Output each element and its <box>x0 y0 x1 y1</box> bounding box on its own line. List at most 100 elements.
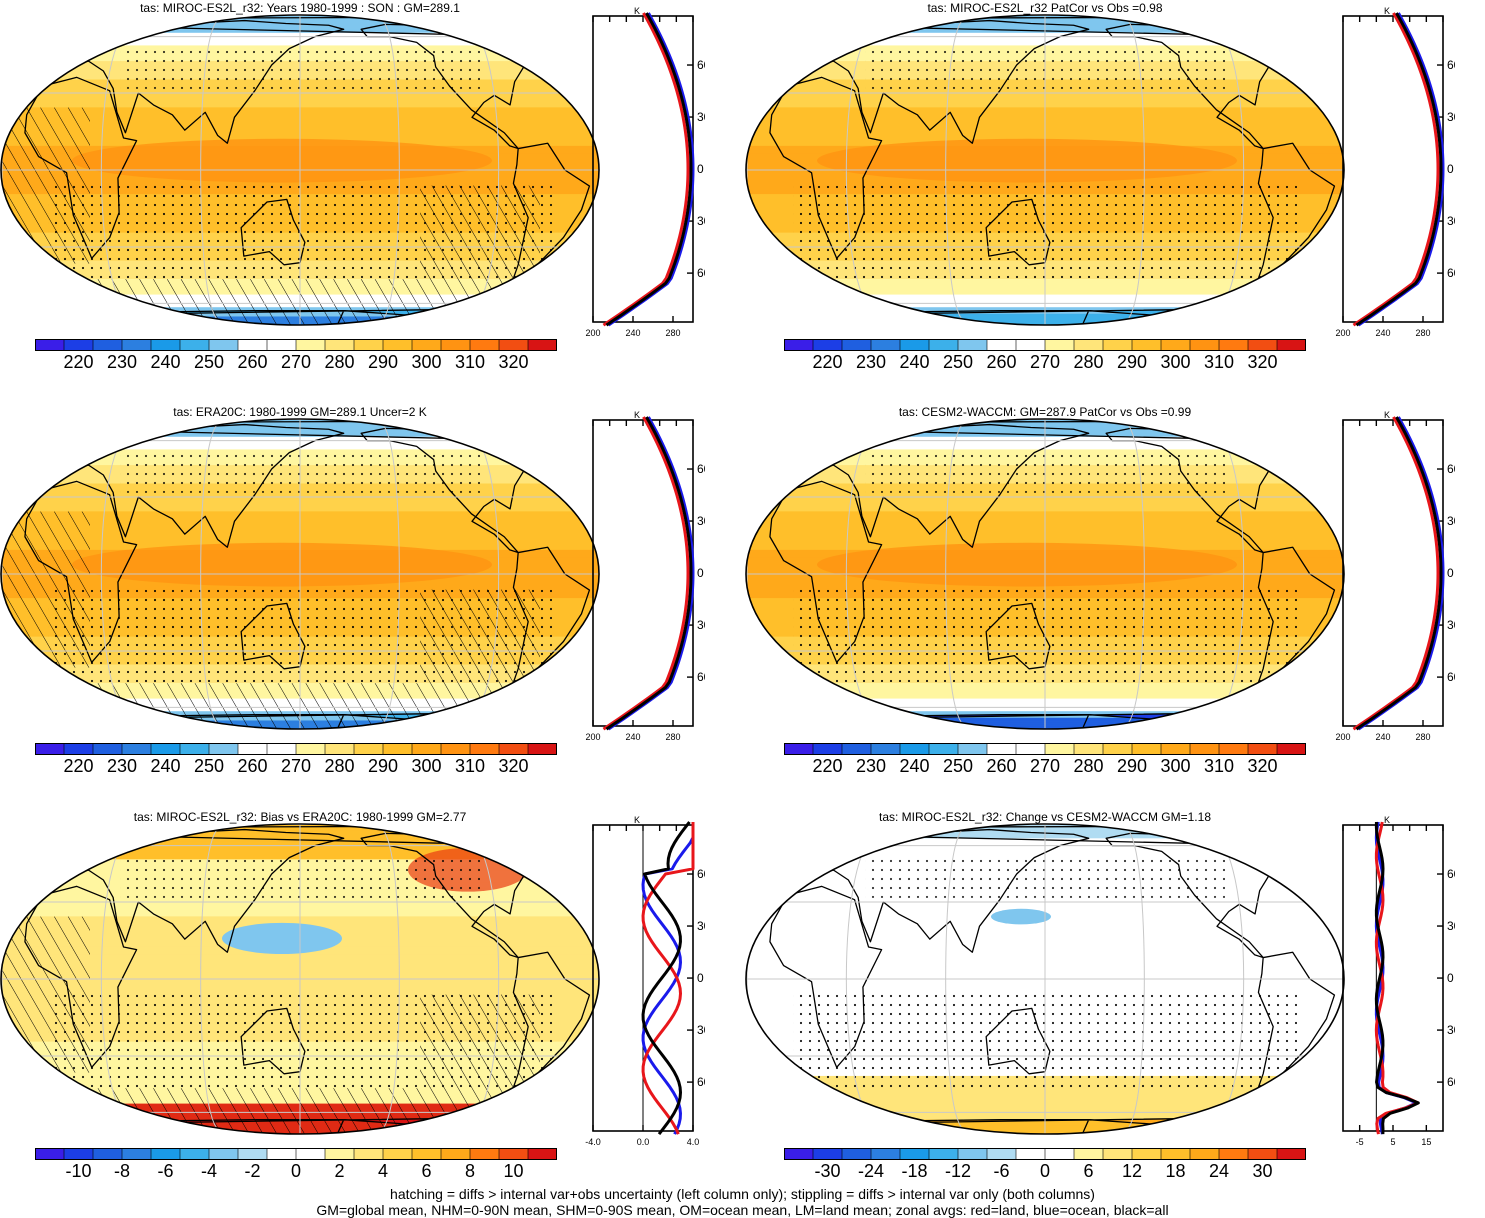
colorbar-tick-label: 6 <box>421 1161 432 1181</box>
colorbar-swatch <box>784 339 814 351</box>
colorbar-swatch <box>870 743 901 755</box>
colorbar-tick-label: 260 <box>986 352 1017 372</box>
colorbar-swatch <box>498 1148 529 1160</box>
zonal-xtick-label: 15 <box>1421 1137 1431 1147</box>
colorbar-tick-label: 240 <box>899 756 930 776</box>
colorbar-swatch <box>1189 743 1220 755</box>
colorbar-outline <box>35 1148 557 1160</box>
colorbar-tick-label: 310 <box>454 352 486 372</box>
colorbar <box>784 743 1306 755</box>
colorbar-swatch <box>1247 1148 1278 1160</box>
colorbar-swatch <box>237 743 268 755</box>
colorbar-tick-label: 310 <box>1203 756 1235 776</box>
colorbar-swatch <box>928 339 959 351</box>
colorbar-tick-label: -30 <box>814 1161 841 1181</box>
zonal-line-all <box>1355 416 1443 731</box>
colorbar-tick-label: 260 <box>986 756 1017 776</box>
zonal-line-all <box>1374 821 1420 1135</box>
map-p2 <box>745 14 1345 326</box>
colorbar-swatch <box>928 1148 959 1160</box>
zonal-ytick-label: 30S <box>1447 1023 1455 1037</box>
zonal-xtick-label: 4.0 <box>687 1137 700 1147</box>
colorbar-labels: -10 -8 -6 -4 -2 0 2 4 6 8 10 <box>35 1161 557 1183</box>
colorbar-labels: 220 230 240 250 260 270 280 290 300 310 320 <box>784 756 1306 778</box>
zonal-mean-plot: K 60N 30N 0 30S 60S -5 5 15 <box>1342 815 1455 1147</box>
colorbar-tick-label: 230 <box>855 756 887 776</box>
colorbar-swatch <box>1102 1148 1133 1160</box>
colorbar-swatch <box>784 743 814 755</box>
colorbar-tick-label: 290 <box>367 352 399 372</box>
colorbar-swatch <box>295 339 326 351</box>
zonal-ytick-label: 60N <box>697 867 705 881</box>
colorbar-labels: -30 -24 -18 -12 -6 0 6 12 18 24 30 <box>784 1161 1306 1183</box>
zonal-line-land <box>1352 416 1440 731</box>
colorbar-tick-label: 280 <box>1073 352 1104 372</box>
map-meridian <box>1120 824 1145 1134</box>
colorbar-swatch <box>1044 1148 1075 1160</box>
colorbar-labels: 220 230 240 250 260 270 280 290 300 310 320 <box>35 756 557 778</box>
colorbar-tick-label: 320 <box>1247 352 1278 372</box>
colorbar-tick-label: 270 <box>280 756 312 776</box>
colorbar-swatch <box>498 339 529 351</box>
zonal-xtick-label: -5 <box>1356 1137 1364 1147</box>
colorbar-swatch <box>1160 339 1191 351</box>
panel-title: tas: MIROC-ES2L_r32 PatCor vs Obs =0.98 <box>927 1 1163 15</box>
zonal-ytick-label: 30N <box>697 110 705 124</box>
map-hatching <box>420 589 540 684</box>
zonal-xtick-label: 280 <box>1415 732 1430 742</box>
colorbar-tick-label: -4 <box>200 1161 218 1181</box>
zonal-xtick-label: -4.0 <box>585 1137 601 1147</box>
colorbar-tick-label: 320 <box>498 756 529 776</box>
colorbar-tick-label: 0 <box>290 1161 302 1181</box>
colorbar-tick-label: 12 <box>1121 1161 1143 1181</box>
zonal-unit-label: K <box>634 815 640 825</box>
colorbar-tick-label: 300 <box>411 756 442 776</box>
colorbar-swatch <box>1160 743 1191 755</box>
zonal-ytick-label: 0 <box>697 162 704 176</box>
zonal-ytick-label: 30S <box>1447 618 1455 632</box>
colorbar-tick-label: 220 <box>812 756 843 776</box>
colorbar-tick-label: 240 <box>899 352 930 372</box>
colorbar-outline <box>35 743 557 755</box>
zonal-xtick-label: 280 <box>1415 328 1430 338</box>
colorbar-tick-label: 18 <box>1165 1161 1186 1181</box>
colorbar-swatch <box>324 743 355 755</box>
colorbar <box>35 339 557 351</box>
colorbar-outline <box>784 339 1306 351</box>
colorbar-tick-label: 270 <box>280 352 312 372</box>
colorbar-swatch <box>527 1148 557 1160</box>
colorbar-swatch <box>35 1148 65 1160</box>
colorbar-swatch <box>928 743 959 755</box>
footer-line-1: hatching = diffs > internal var+obs unce… <box>390 1186 1095 1202</box>
colorbar-swatch <box>295 743 326 755</box>
colorbar-outline <box>784 1148 1306 1160</box>
zonal-line-ocean <box>607 416 695 731</box>
colorbar-swatch <box>208 1148 239 1160</box>
colorbar-swatch <box>899 1148 930 1160</box>
zonal-mean-plot: K 60N 30N 0 30S 60S 200 240 280 <box>1335 410 1455 742</box>
colorbar-tick-label: 250 <box>193 352 225 372</box>
zonal-ytick-label: 60S <box>697 670 705 684</box>
colorbar-swatch <box>237 339 268 351</box>
colorbar-tick-label: 10 <box>503 1161 524 1181</box>
map-meridian <box>375 419 400 729</box>
map-hatching <box>1 107 90 264</box>
zonal-ytick-label: 30S <box>697 1023 705 1037</box>
zonal-xtick-label: 240 <box>625 328 640 338</box>
colorbar-swatch <box>92 1148 123 1160</box>
colorbar-swatch <box>1276 1148 1306 1160</box>
colorbar-swatch <box>957 1148 988 1160</box>
zonal-line-land <box>1374 821 1420 1135</box>
colorbar-swatch <box>986 743 1017 755</box>
colorbar-swatch <box>1189 339 1220 351</box>
colorbar-swatch <box>1015 743 1046 755</box>
colorbar-tick-label: -6 <box>993 1161 1010 1181</box>
zonal-frame <box>1342 15 1444 323</box>
colorbar-tick-label: 260 <box>237 352 268 372</box>
colorbar-swatch <box>498 743 529 755</box>
colorbar-tick-label: 280 <box>324 756 355 776</box>
colorbar-tick-label: 240 <box>150 756 181 776</box>
colorbar-tick-label: 290 <box>1116 756 1148 776</box>
colorbar-tick-label: 250 <box>942 352 974 372</box>
colorbar-swatch <box>469 743 500 755</box>
